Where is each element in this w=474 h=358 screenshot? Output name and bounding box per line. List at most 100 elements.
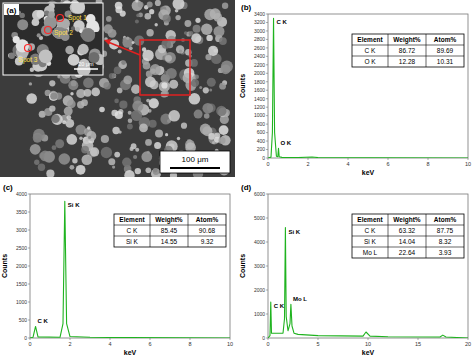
y-tick-label: 3500 (16, 209, 27, 215)
sem-texture (219, 83, 226, 90)
figure: Spot 1Spot 2Spot 3(a)20 μm100 μm(b)02004… (0, 0, 474, 358)
x-tick (308, 158, 309, 160)
sem-texture (51, 115, 60, 124)
marks (30, 201, 230, 338)
sem-texture (139, 124, 148, 133)
sem-texture (216, 106, 226, 116)
sem-texture (149, 9, 154, 14)
sem-texture (66, 115, 71, 120)
sem-texture (202, 103, 213, 114)
y-tick (266, 64, 268, 65)
plot-frame (268, 14, 468, 158)
y-tick (266, 194, 268, 195)
sem-texture (81, 28, 95, 42)
sem-texture (203, 87, 209, 93)
sem-texture (127, 124, 133, 130)
sem-texture (101, 147, 112, 158)
marks (268, 18, 468, 158)
y-tick-label: 3000 (254, 263, 265, 269)
sem-texture (131, 110, 142, 121)
sem-texture (161, 82, 167, 88)
table-rule (352, 236, 464, 237)
sem-texture (155, 129, 163, 137)
sem-texture (146, 29, 153, 36)
sem-texture (77, 101, 84, 108)
sem-texture (90, 147, 99, 156)
sem-texture (135, 168, 141, 174)
y-tick-label: 4000 (16, 191, 27, 197)
y-tick (28, 266, 30, 267)
x-tick (428, 158, 429, 160)
sem-texture (52, 145, 57, 150)
sem-texture (112, 127, 119, 134)
x-tick (418, 338, 419, 340)
x-tick-label: 0 (266, 161, 269, 167)
panel-label: (d) (241, 183, 252, 192)
inset-scale-text: 20 μm (78, 61, 94, 67)
y-tick-label: 2200 (254, 62, 265, 68)
y-tick-label: 3200 (254, 19, 265, 25)
sem-texture (122, 37, 133, 48)
spot-marker (57, 15, 64, 22)
panel-label: (b) (241, 3, 252, 12)
x-tick (110, 338, 111, 340)
y-tick (266, 141, 268, 142)
sem-texture (39, 50, 53, 64)
y-tick-label: 6000 (254, 191, 265, 197)
y-tick-label: 0 (262, 155, 265, 161)
x-tick (268, 158, 269, 160)
sem-texture (30, 68, 34, 72)
table-header: Element (357, 216, 383, 223)
sem-texture (16, 39, 29, 52)
table-frame (352, 214, 464, 258)
sem-texture (195, 75, 199, 79)
sem-texture (34, 160, 39, 165)
peak-label: Si K (288, 229, 300, 235)
sem-texture (195, 18, 200, 23)
sem-texture (124, 170, 134, 177)
sem-texture (191, 33, 201, 43)
sem-texture (49, 105, 55, 111)
y-tick (266, 56, 268, 57)
table-rule (352, 247, 464, 248)
y-tick (266, 47, 268, 48)
scale-text: 100 μm (182, 155, 209, 164)
y-tick-label: 3400 (254, 11, 265, 17)
sem-texture (81, 146, 89, 154)
sem-texture (130, 147, 134, 151)
inset-texture (8, 3, 103, 75)
sem-texture (147, 2, 153, 8)
sem-texture (29, 82, 32, 85)
sem-texture (20, 13, 25, 18)
spot-label: Spot 3 (19, 56, 38, 64)
sem-texture (126, 37, 129, 40)
table-cell: 87.75 (437, 227, 454, 234)
y-tick (266, 90, 268, 91)
table-cell: O K (364, 58, 376, 65)
table-cell: 9.32 (201, 238, 214, 245)
sem-texture (37, 10, 45, 18)
sem-texture (208, 133, 215, 140)
spot-label: Spot 1 (68, 14, 87, 22)
sem-texture (204, 113, 210, 119)
table-header: Atom% (434, 36, 457, 43)
sem-texture (154, 142, 161, 149)
sem-texture (108, 158, 115, 165)
sem-texture (82, 155, 93, 166)
sem-texture (70, 165, 75, 170)
sem-texture (37, 33, 41, 37)
sem-texture (113, 74, 116, 77)
sem-texture (108, 29, 117, 38)
sem-texture (185, 20, 192, 27)
x-tick (318, 338, 319, 340)
sem-texture (49, 92, 57, 100)
peak-label: C K (277, 19, 288, 25)
sem-texture (176, 45, 184, 53)
y-tick-label: 200 (257, 146, 266, 152)
table-rule (114, 236, 226, 237)
x-tick-label: 8 (188, 341, 191, 347)
sem-texture (219, 125, 229, 135)
peak-label: Si K (68, 202, 80, 208)
table-cell: 22.64 (399, 249, 416, 256)
sem-texture (46, 170, 54, 178)
